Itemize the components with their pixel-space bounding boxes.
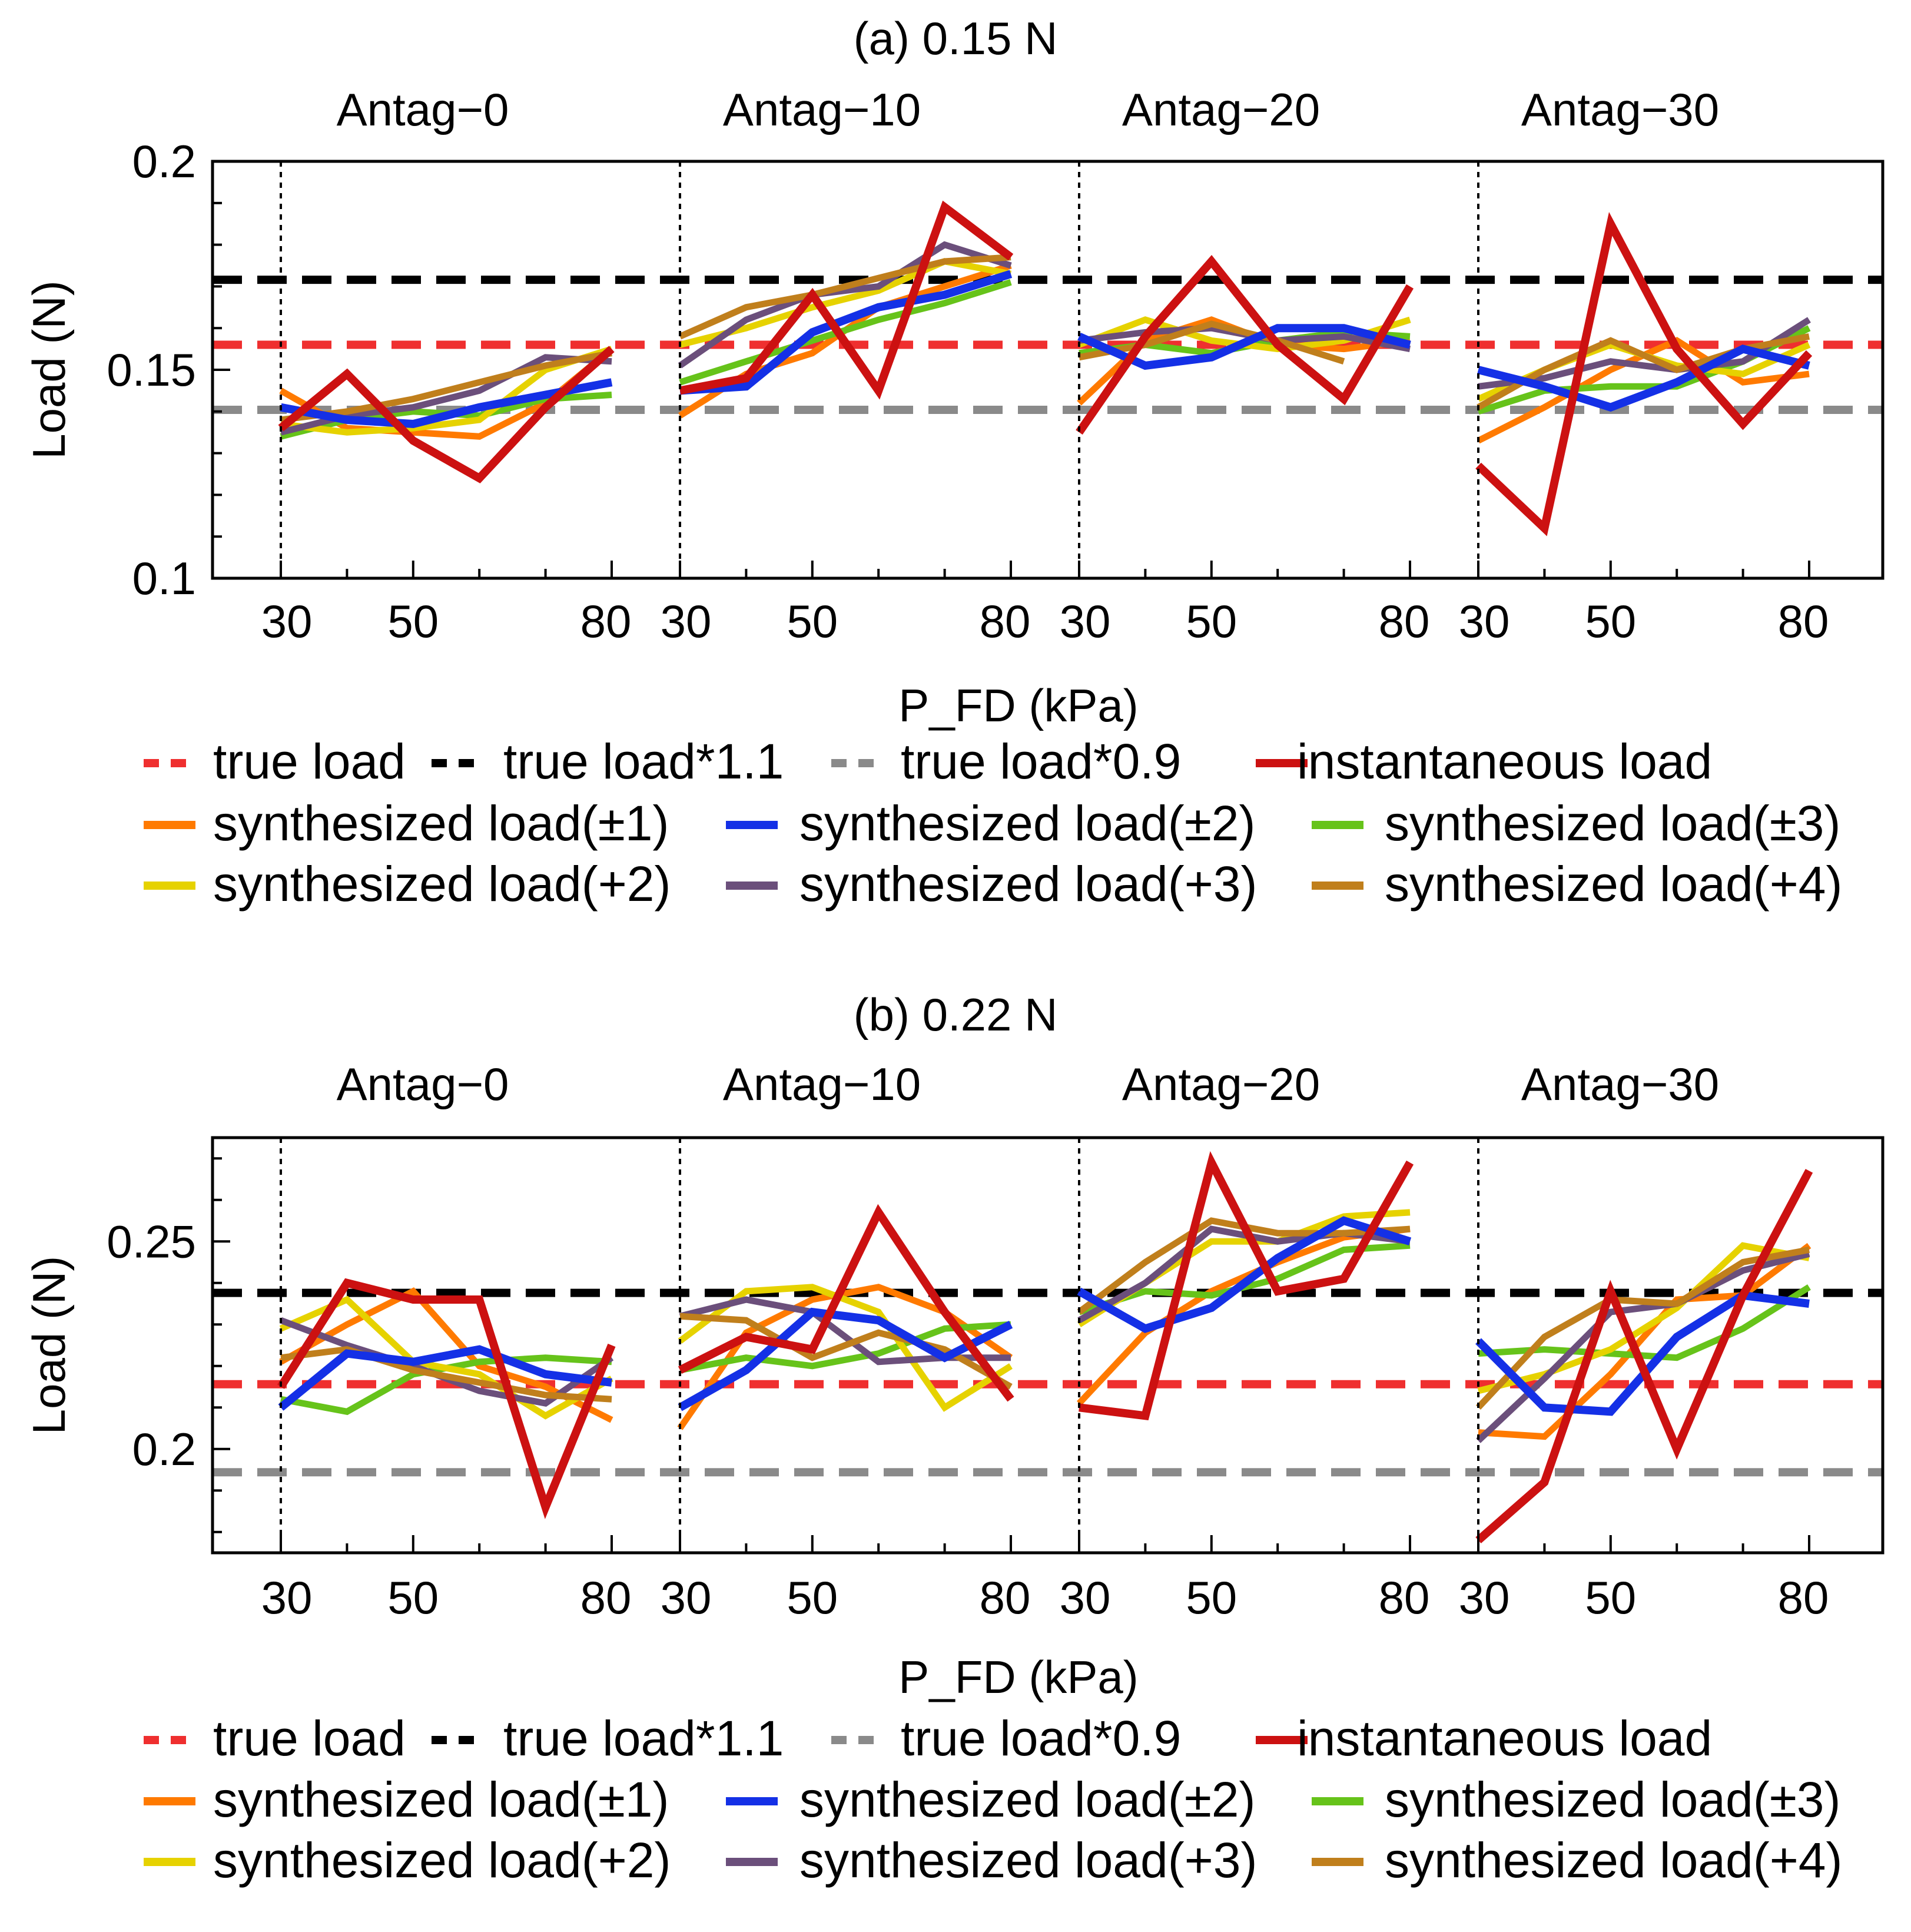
legend-label-syn-pm2: synthesized load(±2) (799, 796, 1256, 851)
x-tick-label: 50 (787, 1572, 838, 1623)
series-line-instantaneous (277, 1278, 616, 1519)
series-line-syn-pm2 (678, 1307, 1013, 1411)
series-line-syn-pm2 (1077, 324, 1411, 370)
group-label: Antag−10 (723, 84, 921, 135)
x-tick-label: 50 (387, 595, 439, 647)
legend-label-instantaneous: instantaneous load (1297, 734, 1712, 789)
x-tick-label: 50 (387, 1572, 439, 1623)
series-line-syn-pm1 (677, 1284, 1013, 1430)
series-line-syn-p4 (280, 1346, 612, 1403)
plot-frame (211, 160, 1885, 580)
x-tick-label: 80 (1778, 1572, 1829, 1623)
y-tick-label: 0.2 (132, 135, 196, 187)
series-line-syn-p3 (678, 241, 1012, 369)
x-tick-label: 80 (980, 595, 1031, 647)
y-axis-title: Load (N) (23, 280, 75, 459)
group-label: Antag−30 (1521, 84, 1719, 135)
legend-label-syn-pm2: synthesized load(±2) (799, 1772, 1256, 1827)
y-tick-label: 0.2 (132, 1423, 196, 1475)
legend-label-syn-p4: synthesized load(+4) (1385, 856, 1842, 912)
y-axis-title: Load (N) (23, 1256, 75, 1434)
x-tick-label: 50 (1585, 1572, 1636, 1623)
series-line-instantaneous (1475, 1169, 1813, 1544)
x-tick-label: 30 (1060, 595, 1111, 647)
legend-label-syn-p2: synthesized load(+2) (213, 1832, 671, 1888)
x-tick-label: 30 (1459, 1572, 1510, 1623)
group-label: Antag−0 (337, 1058, 509, 1110)
series-line-syn-pm2 (1477, 344, 1810, 412)
x-tick-label: 80 (1778, 595, 1829, 647)
series-line-instantaneous (678, 1204, 1014, 1402)
group-label: Antag−0 (337, 84, 509, 135)
series-line-syn-pm3 (679, 279, 1012, 386)
legend-label-true-load-0-9: true load*0.9 (901, 1711, 1181, 1766)
series-line-syn-pm2 (278, 1345, 612, 1411)
series-line-syn-pm1 (1478, 1242, 1812, 1440)
series-line-syn-pm2 (679, 270, 1013, 395)
series-line-instantaneous (1076, 254, 1414, 435)
x-tick-label: 30 (261, 595, 313, 647)
group-label: Antag−20 (1122, 1058, 1320, 1110)
series-line-instantaneous (1475, 211, 1813, 536)
series-line-syn-p2 (1477, 1242, 1810, 1394)
legend-label-true-load: true load (213, 734, 406, 789)
series-line-syn-p4 (678, 254, 1011, 340)
x-tick-label: 30 (1060, 1572, 1111, 1623)
legend-label-true-load-0-9: true load*0.9 (901, 734, 1181, 789)
x-tick-label: 80 (580, 595, 632, 647)
group-label: Antag−20 (1122, 84, 1320, 135)
x-tick-label: 30 (1459, 595, 1510, 647)
series-line-syn-p4 (1475, 1246, 1810, 1410)
legend-label-syn-p3: synthesized load(+3) (799, 1832, 1257, 1888)
series-line-instantaneous (1079, 1151, 1414, 1421)
legend-label-syn-pm3: synthesized load(±3) (1385, 1772, 1841, 1827)
x-tick-label: 30 (661, 1572, 712, 1623)
x-tick-label: 80 (580, 1572, 632, 1623)
x-tick-label: 80 (980, 1572, 1031, 1623)
chart-title: (b) 0.22 N (854, 989, 1058, 1040)
series-line-instantaneous (679, 200, 1014, 400)
chart-panel-a: (a) 0.15 N Antag−0 Antag−10 Antag−20 Antag−3… (23, 12, 1885, 912)
legend-label-true-load-1-1: true load*1.1 (503, 1711, 784, 1766)
legend-label-syn-pm1: synthesized load(±1) (213, 1772, 669, 1827)
x-tick-label: 30 (661, 595, 712, 647)
x-tick-label: 50 (1585, 595, 1636, 647)
series-line-syn-p4 (1477, 333, 1810, 410)
y-tick-label: 0.25 (107, 1215, 196, 1267)
x-tick-label: 80 (1379, 595, 1430, 647)
x-axis-title: P_FD (kPa) (898, 680, 1138, 731)
legend-label-syn-p3: synthesized load(+3) (799, 856, 1257, 912)
legend-label-instantaneous: instantaneous load (1297, 1711, 1712, 1766)
group-label: Antag−30 (1521, 1058, 1719, 1110)
legend-label-syn-pm1: synthesized load(±1) (213, 796, 669, 851)
legend-label-syn-p2: synthesized load(+2) (213, 856, 671, 912)
chart-panel-b: (b) 0.22 N Antag−0 Antag−10 Antag−20 Antag−3… (23, 989, 1885, 1888)
series-line-syn-p4 (280, 350, 613, 423)
plot-frame (211, 1136, 1885, 1555)
legend-label-true-load: true load (213, 1711, 406, 1766)
legend-label-syn-pm3: synthesized load(±3) (1385, 796, 1841, 851)
series-line-instantaneous (278, 346, 615, 483)
y-tick-label: 0.1 (132, 552, 196, 604)
chart-title: (a) 0.15 N (854, 12, 1058, 64)
x-tick-label: 50 (1186, 1572, 1237, 1623)
series-line-syn-p4 (1078, 320, 1345, 365)
legend-label-true-load-1-1: true load*1.1 (503, 734, 784, 789)
legend-label-syn-p4: synthesized load(+4) (1385, 1832, 1842, 1888)
x-tick-label: 80 (1379, 1572, 1430, 1623)
x-tick-label: 30 (261, 1572, 313, 1623)
x-tick-label: 50 (787, 595, 838, 647)
x-axis-title: P_FD (kPa) (898, 1651, 1138, 1703)
group-label: Antag−10 (723, 1058, 921, 1110)
series-line-syn-pm2 (1077, 1216, 1412, 1333)
x-tick-label: 50 (1186, 595, 1237, 647)
y-tick-label: 0.15 (107, 344, 196, 396)
